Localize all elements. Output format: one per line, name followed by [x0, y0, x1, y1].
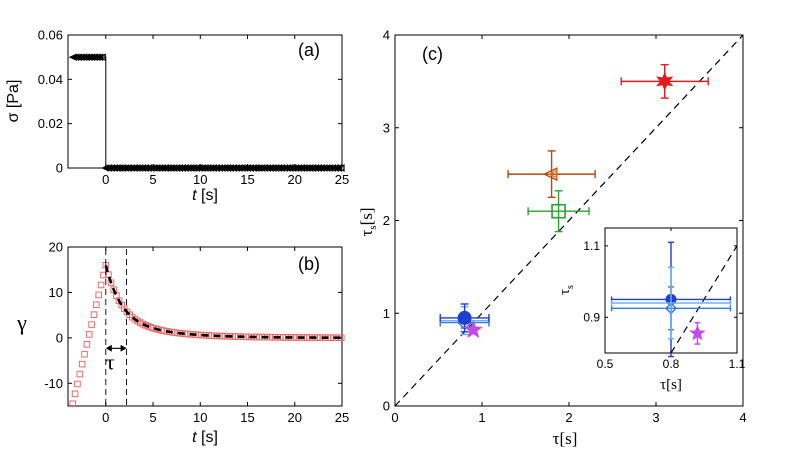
x-tick-label: 5 — [149, 410, 156, 425]
panel-a-stress: 0 5 10 15 20 25 0 0.02 0.04 0.06 (a) t [s] σ [Pa… — [5, 28, 349, 204]
panel-c-diagonal — [394, 34, 744, 407]
x-tick-label: 5 — [149, 172, 156, 187]
panel-c-x-ticks: 0 1 2 3 4 — [391, 35, 747, 425]
panel-c-points — [439, 63, 709, 339]
panel-a-xlabel: t [s] — [192, 187, 218, 204]
x-tick-label: 0 — [102, 410, 109, 425]
stress-marker — [336, 164, 345, 172]
strain-marker — [100, 271, 107, 279]
y-tick-label: 10 — [49, 285, 63, 300]
stress-step-line — [72, 56, 342, 169]
x-tick-label: 3 — [652, 410, 659, 425]
panel-a-label: (a) — [298, 40, 320, 60]
strain-marker — [78, 360, 86, 368]
strain-marker — [85, 331, 93, 338]
inset-y-ticks: 0.9 1.1 — [583, 239, 737, 324]
fit-line — [104, 264, 342, 340]
panel-b-xlabel: t [s] — [192, 429, 218, 446]
panel-b-x-ticks: 0 5 10 15 20 25 — [102, 247, 349, 425]
x-tick-label: 4 — [739, 410, 746, 425]
x-tick-label: 15 — [240, 410, 254, 425]
purple-star-marker — [689, 324, 706, 341]
strain-marker — [83, 341, 91, 348]
y-tick-label: 2 — [383, 213, 390, 228]
inset-ylabel: τs — [557, 285, 576, 295]
orange-triangle-marker-inner — [547, 169, 558, 179]
panel-b-series — [69, 249, 345, 408]
panel-c-xlabel: τ[s] — [553, 429, 578, 448]
x-tick-label: 0.8 — [663, 357, 680, 371]
y-tick-label: 1 — [383, 306, 390, 321]
strain-marker — [81, 350, 88, 358]
inset-x-ticks: 0.5 0.8 1.1 — [597, 228, 746, 371]
green-square-marker — [551, 203, 566, 219]
panel-c-scatter: 0 1 2 3 4 0 1 2 3 4 (c) τ[s] τs[s] 0.5 0.8 1.1 0.9… — [357, 28, 747, 448]
panel-c-ylabel: τs[s] — [357, 207, 379, 236]
x-tick-label: 25 — [335, 410, 349, 425]
strain-marker — [69, 400, 77, 408]
stress-marker — [97, 53, 106, 61]
x-tick-label: 1.1 — [729, 357, 746, 371]
panel-b-label: (b) — [298, 254, 320, 274]
strain-marker — [76, 370, 84, 378]
diagonal-line — [394, 34, 744, 407]
y-tick-label: 0.04 — [38, 72, 63, 87]
y-tick-label: 0 — [383, 399, 390, 414]
purple-star-marker — [463, 319, 483, 339]
strain-marker — [97, 281, 105, 289]
strain-marker — [88, 321, 95, 328]
x-tick-label: 1 — [478, 410, 485, 425]
tau-arrow-head-left — [105, 344, 112, 352]
panel-b-tau-label: τ — [106, 349, 115, 374]
y-tick-label: -10 — [44, 376, 63, 391]
panel-c-y-ticks: 0 1 2 3 4 — [383, 28, 743, 414]
panel-b-ylabel: γ — [16, 310, 27, 335]
panel-b-tau-annotation: τ — [105, 344, 127, 374]
x-tick-label: 0 — [102, 172, 109, 187]
strain-marker — [74, 380, 81, 388]
y-tick-label: 1.1 — [583, 239, 600, 253]
panel-a-series — [68, 53, 345, 172]
y-tick-label: 0.9 — [583, 310, 600, 324]
x-tick-label: 15 — [240, 172, 254, 187]
panel-b-y-ticks: -10 0 10 20 — [44, 240, 342, 391]
inset-points — [610, 241, 732, 358]
red-star-marker — [656, 71, 674, 92]
strain-marker — [71, 390, 79, 398]
panel-a-y-ticks: 0 0.02 0.04 0.06 — [38, 28, 342, 176]
panel-c-inset: 0.5 0.8 1.1 0.9 1.1 τ[s] τs — [557, 227, 746, 393]
strain-marker — [93, 301, 100, 309]
y-tick-label: 3 — [383, 120, 390, 135]
x-tick-label: 2 — [565, 410, 572, 425]
strain-marker — [95, 291, 103, 299]
x-tick-label: 20 — [288, 410, 302, 425]
x-tick-label: 25 — [335, 172, 349, 187]
y-tick-label: 0.02 — [38, 116, 63, 131]
y-tick-label: 0 — [56, 161, 63, 176]
y-tick-label: 20 — [49, 240, 63, 255]
inset-xlabel: τ[s] — [660, 377, 682, 393]
y-tick-label: 4 — [383, 28, 390, 43]
panel-b-frame — [67, 246, 343, 407]
x-tick-label: 20 — [288, 172, 302, 187]
x-tick-label: 10 — [193, 172, 207, 187]
tau-arrow-head-right — [120, 344, 127, 352]
x-tick-label: 10 — [193, 410, 207, 425]
strain-marker — [90, 311, 98, 318]
x-tick-label: 0 — [391, 410, 398, 425]
stress-marker — [95, 53, 104, 61]
panel-a-x-ticks: 0 5 10 15 20 25 — [102, 35, 349, 187]
panel-a-ylabel: σ [Pa] — [5, 80, 22, 123]
x-tick-label: 0.5 — [597, 357, 614, 371]
blue-cluster-marker — [457, 310, 472, 325]
panel-c-label: (c) — [422, 44, 443, 64]
panel-b-strain: 0 5 10 15 20 25 -10 0 10 20 (b) t [s] γ τ — [16, 240, 349, 446]
y-tick-label: 0 — [56, 330, 63, 345]
y-tick-label: 0.06 — [38, 28, 63, 43]
